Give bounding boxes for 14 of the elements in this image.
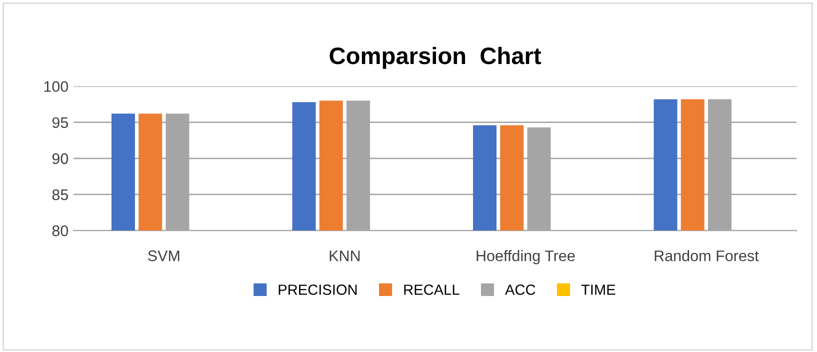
chart-title: Comparsion Chart xyxy=(330,46,542,69)
y-tick-label: 80 xyxy=(52,225,68,236)
legend-label: ACC xyxy=(505,284,536,295)
x-tick-label: KNN xyxy=(330,250,360,262)
x-tick-label: SVM xyxy=(148,250,180,262)
legend-label: PRECISION xyxy=(278,284,357,295)
x-tick-label: Random Forest xyxy=(654,250,759,262)
y-tick-label: 95 xyxy=(52,117,68,128)
legend-label: RECALL xyxy=(404,284,460,295)
y-tick-label: 90 xyxy=(52,153,68,164)
x-tick-label: Hoeffding Tree xyxy=(476,250,575,264)
y-tick-label: 85 xyxy=(52,189,68,200)
y-tick-label: 100 xyxy=(44,81,68,92)
legend-label: TIME xyxy=(581,284,616,295)
